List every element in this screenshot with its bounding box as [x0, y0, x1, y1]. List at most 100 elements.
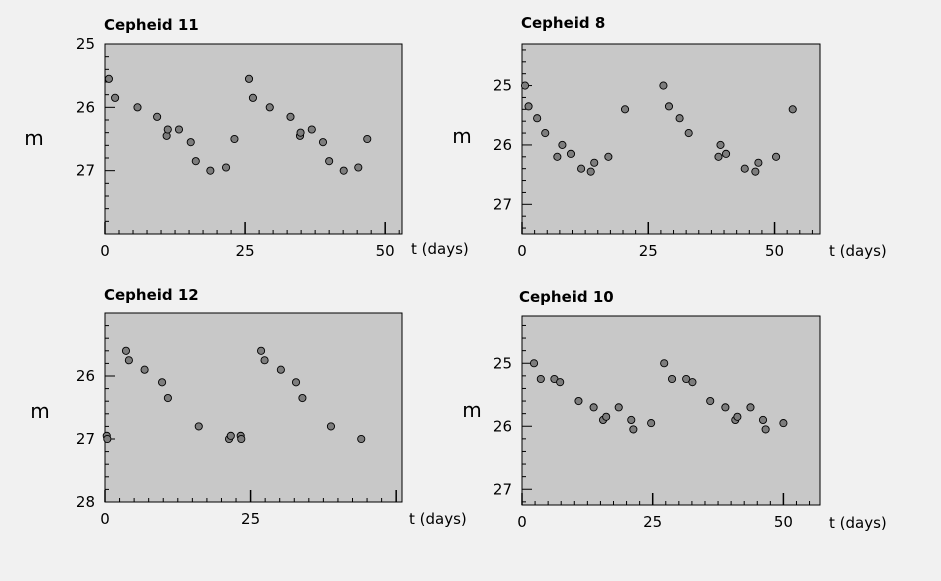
data-point [286, 112, 295, 121]
data-point [194, 422, 203, 431]
data-point [629, 425, 638, 434]
data-point [221, 163, 231, 172]
y-axis-label: m [30, 399, 49, 423]
data-point [153, 112, 162, 121]
data-point [590, 158, 599, 167]
data-points [520, 81, 797, 176]
data-point [647, 419, 656, 428]
data-point [682, 374, 691, 384]
data-point [206, 166, 215, 175]
data-point [577, 164, 586, 173]
data-points [104, 74, 372, 175]
plot-area [521, 315, 821, 506]
data-point [779, 419, 788, 428]
data-point [620, 105, 630, 114]
data-point [553, 152, 562, 161]
axis-ticks: 0 25 50 25 26 27 [493, 324, 811, 531]
panel-cepheid-10: Cepheid 10 m t (days) 0 25 50 25 26 27 [462, 288, 887, 532]
data-point [627, 415, 636, 425]
panel-cepheid-8: Cepheid 8 m t (days) 0 25 50 25 26 27 [452, 14, 887, 260]
data-point [140, 365, 149, 374]
data-point [103, 434, 112, 444]
x-tick-label: 50 [765, 242, 784, 260]
data-point [758, 415, 768, 425]
y-tick-label: 26 [76, 98, 95, 116]
y-tick-label: 28 [76, 493, 95, 511]
panel-title: Cepheid 12 [104, 286, 199, 304]
data-point [751, 167, 760, 176]
data-point [291, 378, 301, 387]
panel-title: Cepheid 10 [519, 288, 614, 306]
x-axis-label: t (days) [411, 240, 469, 258]
data-point [520, 81, 530, 90]
data-point [660, 359, 669, 368]
y-tick-label: 25 [76, 35, 95, 53]
data-point [257, 346, 266, 355]
data-point [706, 396, 715, 406]
y-axis-label: m [24, 126, 43, 150]
data-point [174, 125, 184, 134]
data-point [326, 422, 336, 431]
data-point [524, 102, 533, 111]
data-point [298, 393, 307, 403]
data-point [761, 425, 770, 434]
data-point [772, 152, 781, 161]
axis-ticks: 0 25 50 25 26 27 [76, 35, 400, 260]
data-point [675, 114, 684, 123]
x-tick-label: 0 [100, 510, 110, 528]
data-points [529, 359, 788, 434]
data-point [659, 81, 668, 90]
data-point [536, 374, 545, 384]
data-point [357, 434, 366, 444]
axis-ticks: 0 25 26 27 28 [76, 312, 397, 528]
data-point [163, 393, 172, 403]
data-point [688, 378, 697, 387]
data-point [541, 129, 550, 138]
x-tick-label: 0 [517, 242, 527, 260]
data-point [589, 403, 598, 412]
y-axis-label: m [462, 398, 481, 422]
data-point [566, 149, 576, 158]
axis-ticks: 0 25 50 25 26 27 [493, 49, 813, 260]
x-tick-label: 50 [376, 242, 395, 260]
y-tick-label: 27 [493, 195, 512, 213]
x-tick-label: 25 [236, 242, 255, 260]
data-point [265, 103, 274, 112]
data-point [533, 114, 542, 123]
data-point [158, 378, 167, 387]
data-point [354, 163, 363, 172]
data-point [237, 434, 246, 444]
plot-area [104, 43, 403, 235]
x-axis-label: t (days) [409, 510, 467, 528]
panel-cepheid-12: Cepheid 12 m t (days) 0 25 26 27 28 [30, 286, 467, 528]
x-tick-label: 25 [639, 242, 658, 260]
plot-area [104, 312, 403, 503]
y-tick-label: 25 [493, 77, 512, 95]
data-point [722, 149, 731, 158]
data-point [121, 346, 131, 355]
y-tick-label: 27 [493, 480, 512, 498]
panel-title: Cepheid 11 [104, 16, 199, 34]
plot-area [521, 43, 821, 235]
x-tick-label: 0 [517, 513, 527, 531]
data-point [191, 157, 200, 166]
data-point [556, 378, 565, 387]
y-tick-label: 26 [493, 417, 512, 435]
panel-title: Cepheid 8 [521, 14, 605, 32]
x-axis-label: t (days) [829, 514, 887, 532]
x-tick-label: 25 [643, 513, 662, 531]
x-axis-label: t (days) [829, 242, 887, 260]
panel-cepheid-11: Cepheid 11 m t (days) 0 25 50 25 26 27 [24, 16, 469, 260]
data-point [244, 74, 254, 83]
data-point [746, 403, 755, 412]
data-point [318, 138, 328, 147]
data-point [163, 125, 172, 134]
y-tick-label: 25 [493, 354, 512, 372]
data-point [667, 374, 677, 384]
data-point [714, 152, 723, 161]
data-point [574, 396, 583, 406]
data-point [276, 365, 285, 374]
data-points [102, 346, 366, 444]
data-point [586, 167, 595, 176]
